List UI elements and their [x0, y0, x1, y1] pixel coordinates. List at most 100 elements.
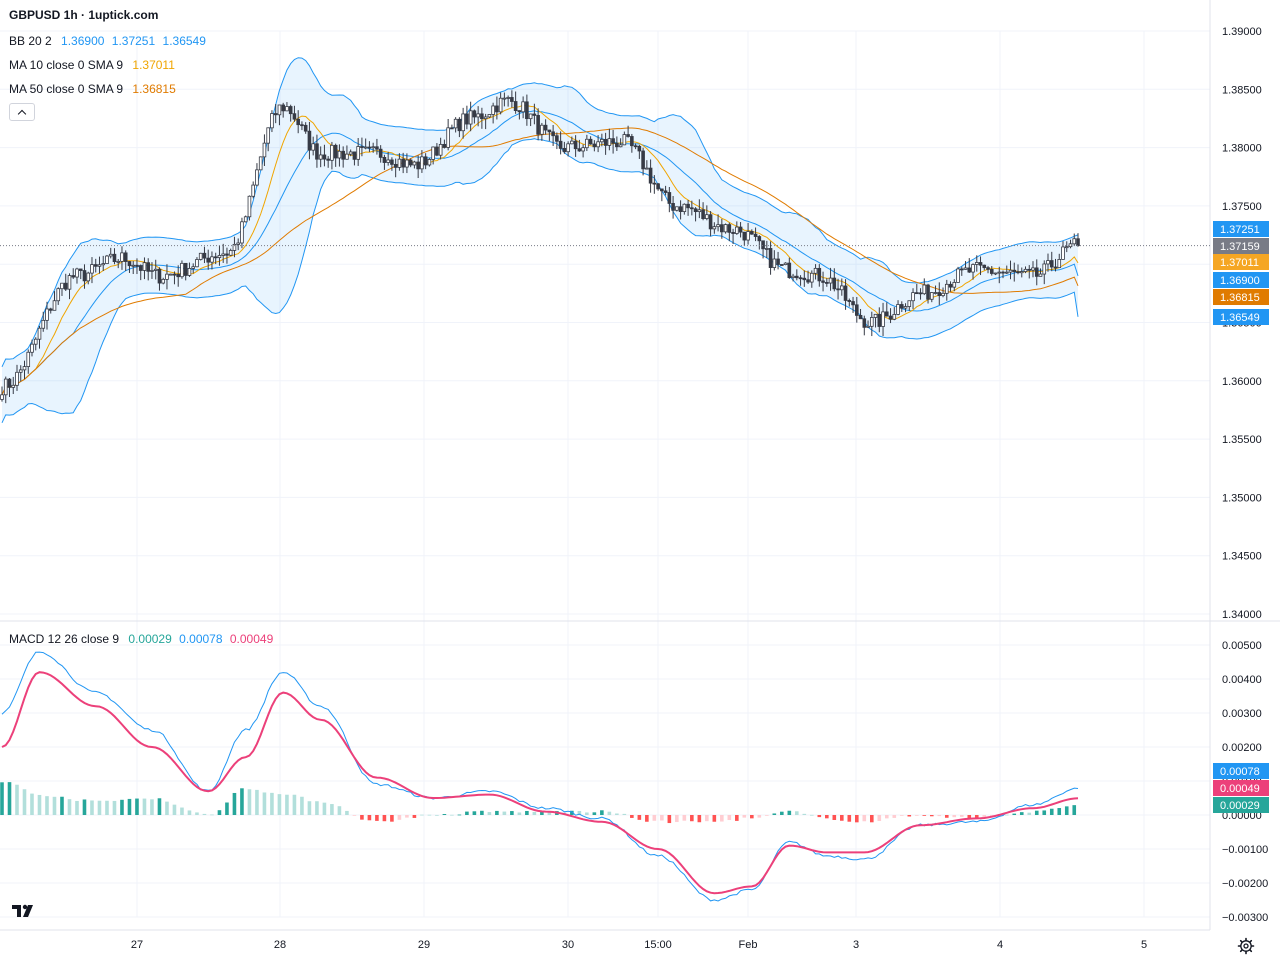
candle-bull	[108, 253, 113, 257]
candle-bull	[502, 97, 507, 100]
candle-bull	[228, 250, 233, 256]
candle-bear	[416, 161, 420, 170]
candle-bull	[446, 127, 450, 148]
candle-bull	[165, 273, 169, 280]
macd-histogram-bar	[135, 798, 139, 815]
candle-bull	[697, 209, 702, 213]
candle-bear	[855, 304, 859, 316]
macd-histogram-bar	[525, 810, 529, 815]
candle-bull	[956, 268, 960, 283]
time-tick-label: 4	[997, 939, 1003, 951]
time-tick-label: 5	[1141, 939, 1147, 951]
macd-histogram-bar	[825, 815, 829, 819]
macd-histogram-bar	[397, 815, 402, 820]
candle-bear	[761, 240, 765, 250]
candle-bear	[648, 167, 653, 184]
macd-histogram-bar	[757, 815, 762, 818]
macd-histogram-bar	[22, 789, 27, 815]
macd-histogram-bar	[832, 815, 837, 820]
tradingview-logo-icon[interactable]	[10, 900, 38, 922]
macd-histogram-bar	[225, 802, 229, 815]
candle-bear	[367, 146, 372, 149]
candle-bull	[929, 292, 934, 300]
candle-bear	[978, 262, 983, 266]
candle-bull	[1008, 269, 1013, 273]
candle-bear	[731, 231, 735, 234]
candle-bull	[217, 255, 222, 259]
candle-bull	[468, 110, 473, 125]
macd-histogram-bar	[877, 815, 882, 821]
macd-badge	[1213, 780, 1269, 796]
price-badges: 1.37251 1.37159 1.37011 1.36900 1.36815 1.365…	[1213, 221, 1269, 813]
candle-bear	[390, 159, 394, 165]
candle-bear	[296, 118, 300, 126]
candle-bull	[866, 325, 870, 328]
candle-bull	[922, 284, 927, 295]
macd-histogram-bar	[937, 815, 942, 817]
legend-ma50-value: 1.36815	[132, 82, 176, 96]
price-tick-label: 1.34000	[1222, 609, 1262, 621]
candle-bull	[675, 206, 679, 211]
legend-bb[interactable]: BB 20 2 1.36900 1.37251 1.36549	[9, 33, 210, 49]
macd-histogram-bar	[914, 815, 919, 816]
candle-bull	[262, 142, 267, 158]
candle-bear	[577, 148, 582, 152]
macd-histogram-bar	[772, 813, 777, 815]
macd-histogram-bar	[195, 812, 199, 815]
candle-bear	[851, 301, 855, 306]
legend-ma10[interactable]: MA 10 close 0 SMA 9 1.37011	[9, 57, 179, 73]
candle-bear	[457, 118, 462, 132]
macd-histogram-bar	[300, 796, 304, 815]
candle-bear	[802, 277, 807, 281]
candle-bull	[412, 161, 417, 166]
legend-collapse-button[interactable]	[9, 103, 35, 121]
legend-ma50[interactable]: MA 50 close 0 SMA 9 1.36815	[9, 81, 180, 97]
price-badge-label: 1.37011	[1220, 257, 1259, 269]
candle-bull	[941, 292, 945, 297]
candle-bull	[397, 158, 402, 168]
candle-bull	[892, 314, 897, 320]
candle-bear	[63, 282, 68, 290]
candle-bull	[974, 262, 979, 265]
candle-bear	[135, 264, 139, 267]
candle-bear	[551, 131, 555, 137]
candle-bear	[315, 143, 319, 160]
candle-bull	[26, 351, 31, 367]
candle-bull	[45, 308, 49, 321]
macd-histogram-bar	[1019, 812, 1024, 815]
candle-bull	[1046, 260, 1050, 265]
candle-bear	[93, 264, 98, 267]
candle-bull	[120, 252, 124, 262]
price-tick-label: 1.38000	[1222, 143, 1262, 155]
candle-bear	[1016, 271, 1020, 274]
price-tick-label: 1.36000	[1222, 376, 1262, 388]
macd-histogram-bar	[120, 799, 124, 815]
candle-bull	[1023, 268, 1028, 272]
candle-bear	[1001, 271, 1005, 274]
candle-bear	[806, 279, 810, 283]
macd-histogram-bar	[97, 800, 102, 815]
macd-histogram-bar	[705, 815, 709, 822]
macd-tick-label: −0.00200	[1222, 878, 1268, 890]
macd-histogram-bar	[367, 815, 372, 821]
gear-icon[interactable]	[1237, 937, 1255, 955]
time-tick-label: 3	[853, 939, 859, 951]
candle-bull	[277, 104, 282, 116]
candle-bull	[420, 156, 424, 170]
legend-macd[interactable]: MACD 12 26 close 9 0.00029 0.00078 0.000…	[9, 631, 277, 647]
candle-bear	[300, 124, 304, 127]
candle-bull	[506, 97, 510, 99]
candle-bear	[442, 143, 447, 148]
candle-bull	[521, 101, 525, 113]
macd-histogram-bar	[944, 815, 949, 818]
macd-histogram-bar	[210, 814, 214, 816]
macd-histogram-bar	[892, 815, 897, 818]
candle-bear	[877, 313, 882, 327]
candle-bull	[813, 267, 818, 274]
candle-bear	[667, 192, 672, 204]
candle-bear	[832, 277, 837, 290]
candle-bull	[427, 159, 432, 166]
candle-bear	[630, 136, 634, 147]
macd-histogram-bar	[570, 810, 574, 815]
